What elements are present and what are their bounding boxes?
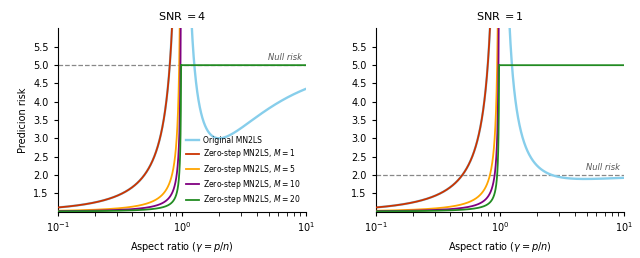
Title: SNR $= 4$: SNR $= 4$	[157, 10, 206, 22]
Title: SNR $= 1$: SNR $= 1$	[476, 10, 524, 22]
X-axis label: Aspect ratio ($\gamma = p/n$): Aspect ratio ($\gamma = p/n$)	[130, 240, 234, 254]
X-axis label: Aspect ratio ($\gamma = p/n$): Aspect ratio ($\gamma = p/n$)	[448, 240, 552, 254]
Legend: Original MN2LS, Zero-step MN2LS, $M = 1$, Zero-step MN2LS, $M = 5$, Zero-step MN: Original MN2LS, Zero-step MN2LS, $M = 1$…	[184, 134, 302, 208]
Text: Null risk: Null risk	[268, 53, 302, 62]
Y-axis label: Predicion risk: Predicion risk	[17, 87, 28, 153]
Text: Null risk: Null risk	[586, 163, 620, 172]
